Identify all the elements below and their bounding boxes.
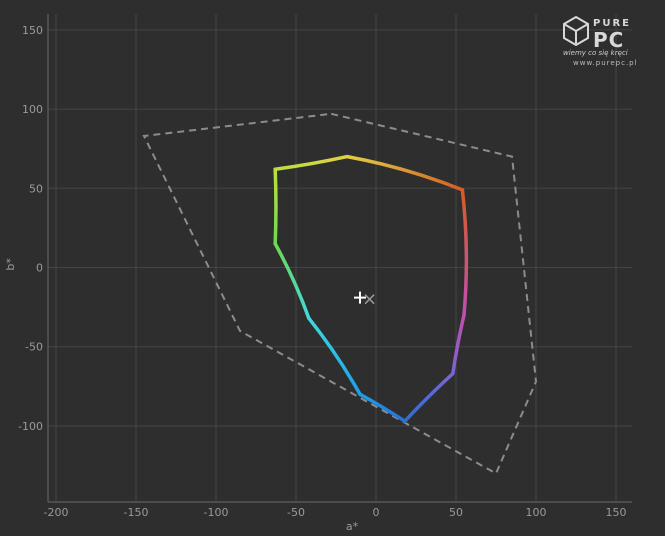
reference-gamut-outline [142,112,538,475]
y-tick-label: 50 [29,182,43,195]
measured-gamut-segment [273,241,311,320]
cube-icon [563,16,589,46]
measured-gamut-segment [358,392,407,423]
logo-url: www.purepc.pl [573,59,638,67]
x-tick-label: -50 [287,506,305,519]
measured-gamut-segment [451,313,466,376]
y-axis-title: b* [4,258,17,271]
measured-gamut-segment [345,154,465,192]
y-tick-label: -50 [25,341,43,354]
purepc-logo: PURE PC wiemy co się kręci www.purepc.pl [563,16,649,70]
x-axis-title: a* [346,520,359,533]
x-tick-label: -100 [204,506,229,519]
y-tick-label: 100 [22,103,43,116]
measured-gamut-segment [403,371,455,423]
x-tick-label: 100 [526,506,547,519]
x-tick-label: -200 [44,506,69,519]
measured-gamut-segment [273,167,278,246]
y-tick-label: 0 [36,262,43,275]
logo-brand-top: PURE [593,18,631,29]
y-tick-label: -100 [18,420,43,433]
measured-gamut-segment [307,316,362,397]
x-tick-label: 0 [373,506,380,519]
logo-tagline: wiemy co się kręci [563,49,628,57]
measured-gamut-segment [273,154,349,172]
y-tick-label: 150 [22,24,43,37]
logo-brand-bottom: PC [593,28,625,52]
x-tick-label: -150 [124,506,149,519]
x-tick-label: 50 [449,506,463,519]
measured-gamut-segment [460,188,469,317]
x-tick-label: 150 [606,506,627,519]
reference-white-x-marker [364,294,375,305]
